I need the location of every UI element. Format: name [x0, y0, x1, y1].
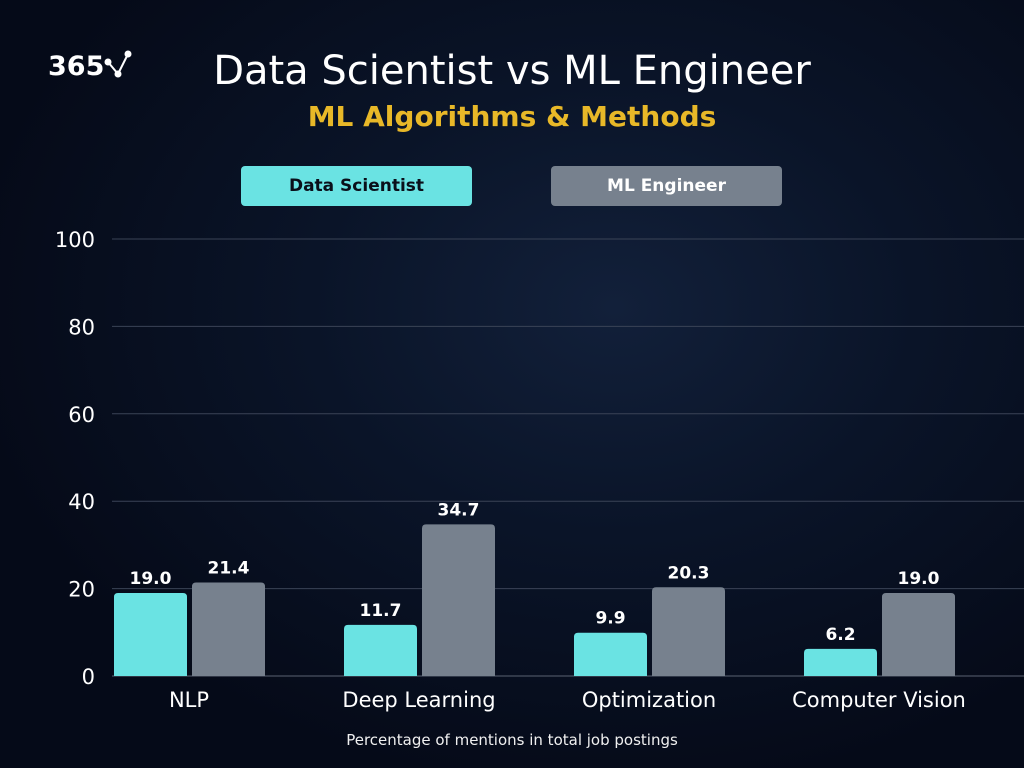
- bar-data-scientist: [114, 592, 187, 676]
- y-tick-label: 100: [55, 228, 95, 252]
- x-tick-label: Deep Learning: [342, 688, 495, 712]
- data-label: 20.3: [668, 563, 710, 583]
- logo: 365: [48, 50, 134, 82]
- chart-title: Data Scientist vs ML Engineer: [213, 48, 811, 94]
- data-label: 34.7: [438, 500, 480, 520]
- x-tick-label: Computer Vision: [792, 688, 966, 712]
- bar-ml-engineer: [192, 582, 265, 676]
- data-label: 11.7: [360, 601, 402, 621]
- bar-ml-engineer: [422, 524, 495, 676]
- data-label: 19.0: [898, 569, 940, 589]
- x-tick-label: Optimization: [582, 688, 716, 712]
- legend-data-scientist[interactable]: Data Scientist: [241, 166, 472, 206]
- bar-data-scientist: [574, 632, 647, 676]
- bar-data-scientist: [344, 624, 417, 676]
- chart-subtitle: ML Algorithms & Methods: [307, 100, 717, 133]
- data-label: 19.0: [130, 569, 172, 589]
- x-tick-label: NLP: [169, 688, 209, 712]
- bar-ml-engineer: [882, 592, 955, 676]
- data-label: 21.4: [208, 558, 250, 578]
- y-tick-label: 20: [68, 578, 95, 602]
- x-axis-label: Percentage of mentions in total job post…: [346, 731, 678, 749]
- bar-data-scientist: [804, 648, 877, 676]
- legend-ml-engineer[interactable]: ML Engineer: [551, 166, 782, 206]
- y-tick-label: 0: [82, 665, 95, 689]
- logo-network-icon: [104, 50, 132, 78]
- data-label: 6.2: [825, 625, 855, 645]
- bar-ml-engineer: [652, 587, 725, 676]
- y-tick-label: 60: [68, 403, 95, 427]
- logo-text: 365: [48, 50, 105, 82]
- data-label: 9.9: [595, 609, 625, 629]
- y-tick-label: 80: [68, 315, 95, 339]
- y-tick-label: 40: [68, 490, 95, 514]
